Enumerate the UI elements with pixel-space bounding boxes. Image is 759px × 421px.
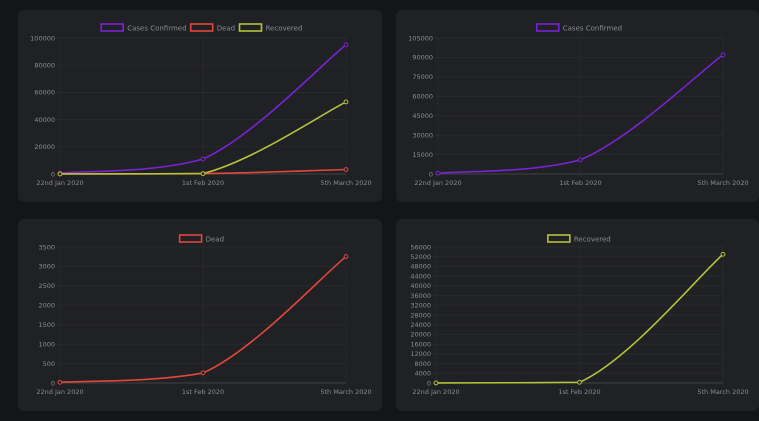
y-tick-label: 48000 — [410, 263, 431, 271]
data-point[interactable] — [577, 379, 582, 385]
y-tick-label: 90000 — [412, 54, 433, 62]
y-tick-label: 15000 — [412, 151, 433, 159]
y-tick-label: 0 — [429, 170, 433, 178]
y-tick-label: 3500 — [38, 243, 55, 251]
x-tick-label: 22nd Jan 2020 — [36, 388, 83, 396]
x-tick-label: 5th March 2020 — [320, 179, 371, 187]
x-tick-label: 5th March 2020 — [697, 179, 748, 187]
data-point[interactable] — [200, 156, 206, 162]
y-tick-label: 60000 — [34, 89, 55, 97]
legend-swatch[interactable] — [535, 23, 560, 32]
data-point[interactable] — [343, 42, 349, 48]
x-tick-label: 1st Feb 2020 — [182, 179, 224, 187]
y-tick-label: 60000 — [412, 93, 433, 101]
data-point[interactable] — [578, 157, 583, 163]
legend-label[interactable]: Dead — [206, 235, 224, 243]
chart-panel-cases-confirmed: 105000 90000 75000 60000 45000 30000 15000 0 22n… — [396, 10, 759, 202]
y-tick-label: 44000 — [410, 272, 431, 280]
legend-label[interactable]: Cases Confirmed — [563, 24, 622, 32]
data-point[interactable] — [343, 99, 349, 105]
y-tick-label: 100000 — [30, 34, 55, 42]
y-tick-label: 20000 — [34, 143, 55, 151]
data-point[interactable] — [200, 370, 206, 376]
y-tick-label: 30000 — [412, 131, 433, 139]
series-line — [435, 253, 724, 384]
y-tick-label: 40000 — [410, 282, 431, 290]
y-tick-label: 12000 — [410, 350, 431, 358]
data-point[interactable] — [720, 52, 726, 58]
y-tick-label: 8000 — [414, 360, 431, 368]
x-tick-label: 22nd Jan 2020 — [412, 388, 459, 396]
chart-panel-recovered: 56000 52000 48000 44000 40000 36000 32000 28000… — [396, 219, 759, 411]
chart-panel-dead: 3500 3000 2500 2000 1500 1000 500 0 22nd Jan 202… — [18, 219, 382, 411]
x-tick-label: 5th March 2020 — [320, 388, 371, 396]
data-point[interactable] — [435, 170, 441, 176]
legend-label[interactable]: Recovered — [574, 235, 611, 243]
legend-swatch[interactable] — [189, 23, 214, 32]
legend-label[interactable]: Dead — [217, 24, 235, 32]
y-tick-label: 36000 — [410, 292, 431, 300]
y-tick-label: 500 — [43, 360, 55, 368]
y-tick-label: 0 — [427, 379, 431, 387]
y-tick-label: 80000 — [34, 62, 55, 70]
y-tick-label: 52000 — [410, 253, 431, 261]
data-point[interactable] — [720, 251, 726, 257]
x-tick-label: 22nd Jan 2020 — [36, 179, 83, 187]
y-tick-label: 3000 — [38, 263, 55, 271]
x-tick-label: 1st Feb 2020 — [182, 388, 224, 396]
legend-swatch[interactable] — [178, 234, 203, 243]
chart-svg-2: 105000 90000 75000 60000 45000 30000 15000 022n… — [408, 23, 749, 187]
legend-label[interactable]: Cases Confirmed — [127, 24, 186, 32]
data-point[interactable] — [343, 167, 349, 172]
y-tick-label: 0 — [51, 170, 55, 178]
chart-panel-cases-dead-recovered: 100000 80000 60000 40000 20000 0 22nd Jan 2020… — [18, 10, 382, 202]
x-tick-label: 22nd Jan 2020 — [414, 179, 461, 187]
y-tick-label: 24000 — [410, 321, 431, 329]
data-point[interactable] — [343, 254, 349, 259]
y-tick-label: 20000 — [410, 331, 431, 339]
legend-swatch[interactable] — [238, 23, 263, 32]
data-point[interactable] — [57, 379, 63, 385]
y-tick-label: 105000 — [408, 34, 433, 42]
data-point[interactable] — [57, 171, 63, 177]
y-tick-label: 0 — [51, 379, 55, 387]
y-tick-label: 2500 — [38, 282, 55, 290]
y-tick-label: 16000 — [410, 340, 431, 348]
y-tick-label: 2000 — [38, 302, 55, 310]
legend-swatch[interactable] — [547, 234, 571, 243]
y-tick-label: 28000 — [410, 311, 431, 319]
data-point[interactable] — [433, 380, 439, 386]
y-tick-label: 32000 — [410, 302, 431, 310]
y-tick-label: 56000 — [410, 243, 431, 251]
x-tick-label: 1st Feb 2020 — [558, 388, 600, 396]
x-tick-label: 5th March 2020 — [697, 388, 748, 396]
y-tick-label: 1500 — [38, 321, 55, 329]
legend-swatch[interactable] — [100, 23, 124, 32]
y-tick-label: 1000 — [38, 340, 55, 348]
data-point[interactable] — [200, 171, 206, 176]
x-tick-label: 1st Feb 2020 — [559, 179, 601, 187]
legend-label[interactable]: Recovered — [266, 24, 303, 32]
y-tick-label: 45000 — [412, 112, 433, 120]
y-tick-label: 75000 — [412, 73, 433, 81]
y-tick-label: 4000 — [414, 370, 431, 378]
y-tick-label: 40000 — [34, 116, 55, 124]
